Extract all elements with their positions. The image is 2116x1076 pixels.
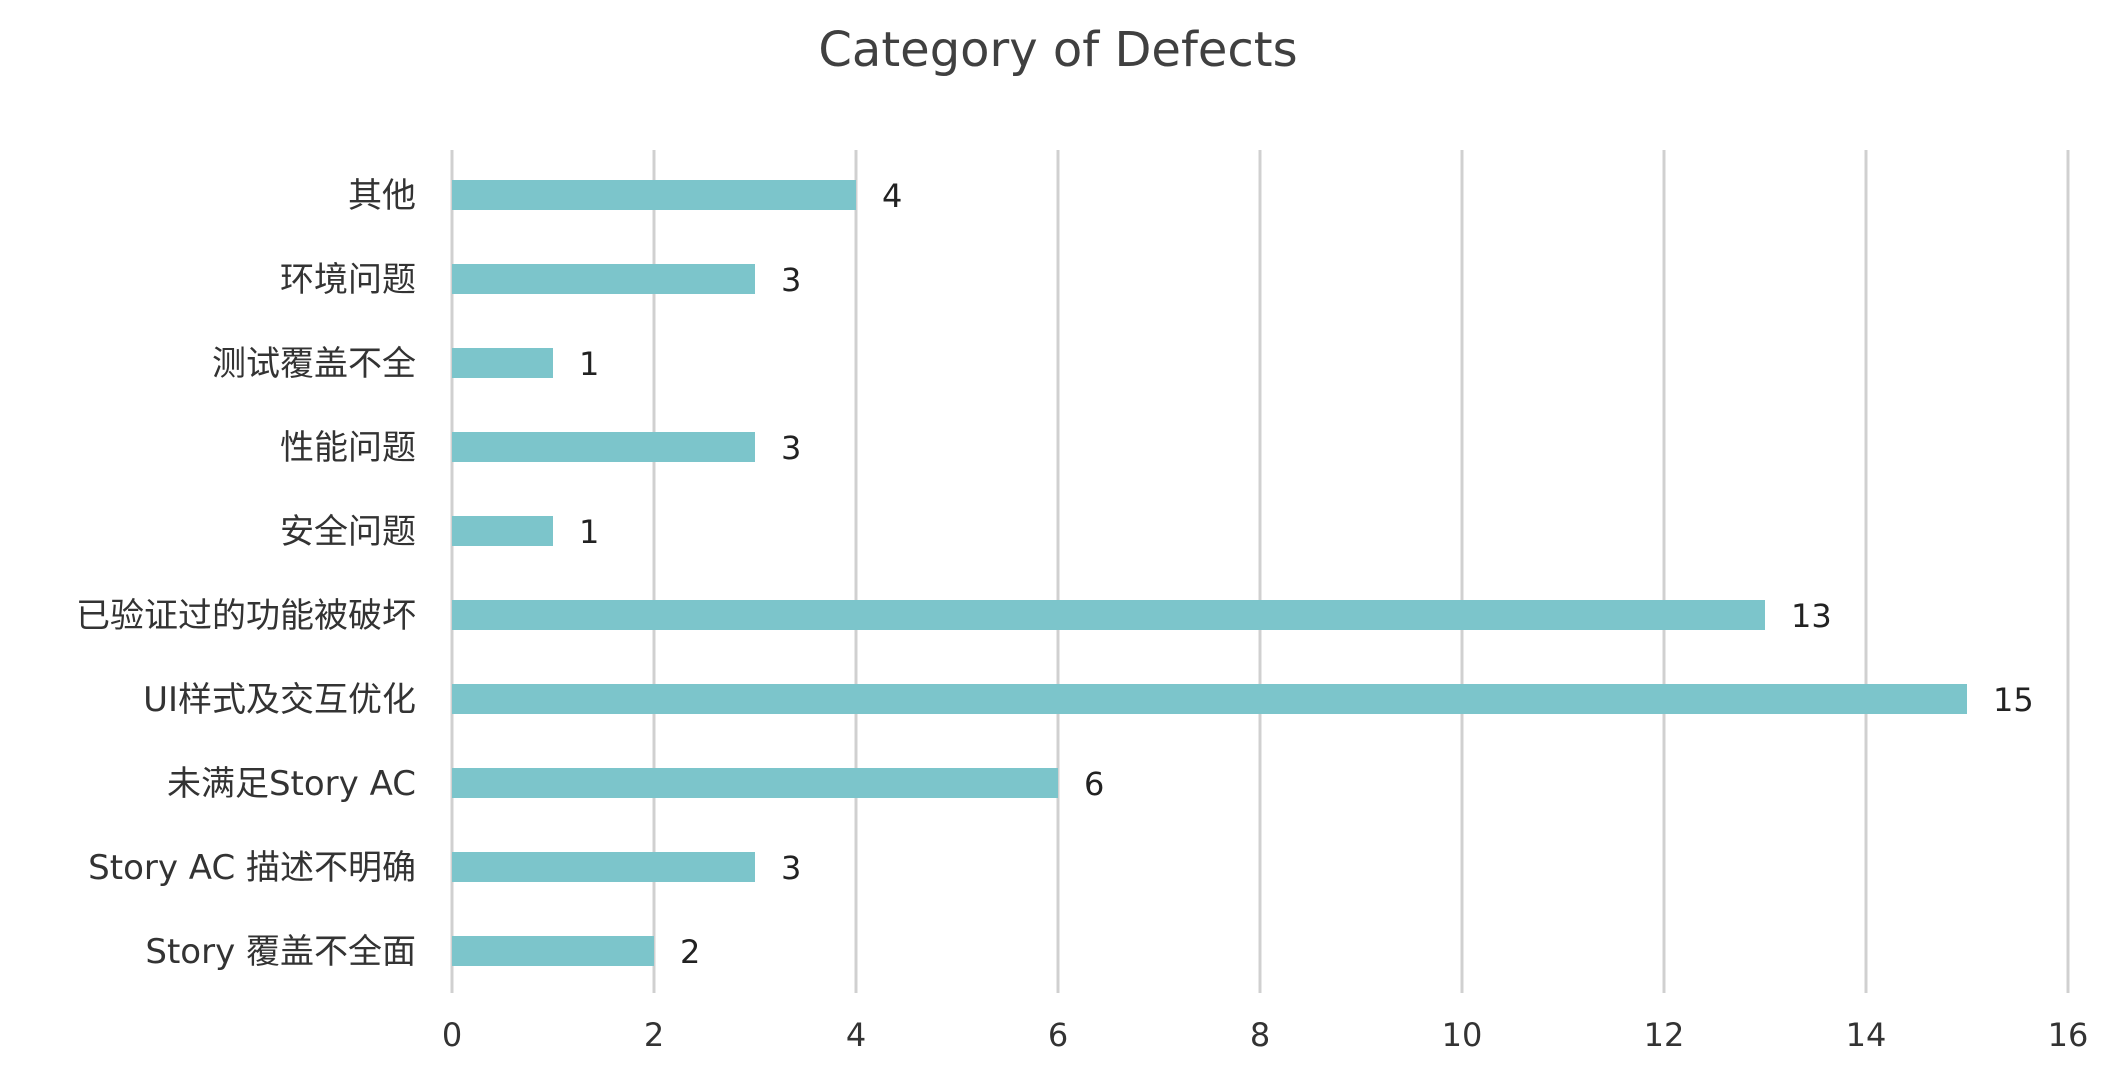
bar: [452, 180, 856, 210]
category-label: 安全问题: [280, 512, 416, 552]
data-label: 3: [781, 429, 801, 467]
x-tick-label: 8: [1250, 1016, 1270, 1054]
x-tick-label: 2: [644, 1016, 664, 1054]
data-label: 13: [1791, 597, 1832, 635]
bar: [452, 432, 755, 462]
data-label: 3: [781, 261, 801, 299]
x-tick-label: 0: [442, 1016, 462, 1054]
data-label: 2: [680, 933, 700, 971]
chart-title: Category of Defects: [818, 22, 1297, 78]
x-tick-label: 16: [2048, 1016, 2089, 1054]
data-label: 4: [882, 177, 902, 215]
category-label: UI样式及交互优化: [143, 680, 416, 720]
category-label: Story 覆盖不全面: [145, 932, 416, 972]
category-label: 环境问题: [280, 260, 416, 300]
data-label: 3: [781, 849, 801, 887]
category-label: 性能问题: [280, 428, 416, 468]
data-label: 1: [579, 513, 599, 551]
bar: [452, 264, 755, 294]
data-label: 6: [1084, 765, 1104, 803]
x-tick-label: 6: [1048, 1016, 1068, 1054]
bar: [452, 348, 553, 378]
x-tick-label: 10: [1442, 1016, 1483, 1054]
bar: [452, 936, 654, 966]
category-label: 已验证过的功能被破坏: [76, 596, 416, 636]
data-label: 1: [579, 345, 599, 383]
bar: [452, 852, 755, 882]
bar: [452, 516, 553, 546]
x-tick-label: 4: [846, 1016, 866, 1054]
bar: [452, 600, 1765, 630]
x-axis-tick-labels: 0 2 4 6 8 10 12 14 16: [442, 1016, 2089, 1054]
x-tick-label: 14: [1846, 1016, 1887, 1054]
bar: [452, 684, 1967, 714]
category-label: 测试覆盖不全: [212, 344, 416, 384]
category-label: 未满足Story AC: [167, 764, 416, 804]
category-label: Story AC 描述不明确: [88, 848, 416, 888]
x-tick-label: 12: [1644, 1016, 1685, 1054]
category-label: 其他: [348, 176, 416, 216]
bar: [452, 768, 1058, 798]
bars: [452, 180, 1967, 966]
data-label: 15: [1993, 681, 2034, 719]
